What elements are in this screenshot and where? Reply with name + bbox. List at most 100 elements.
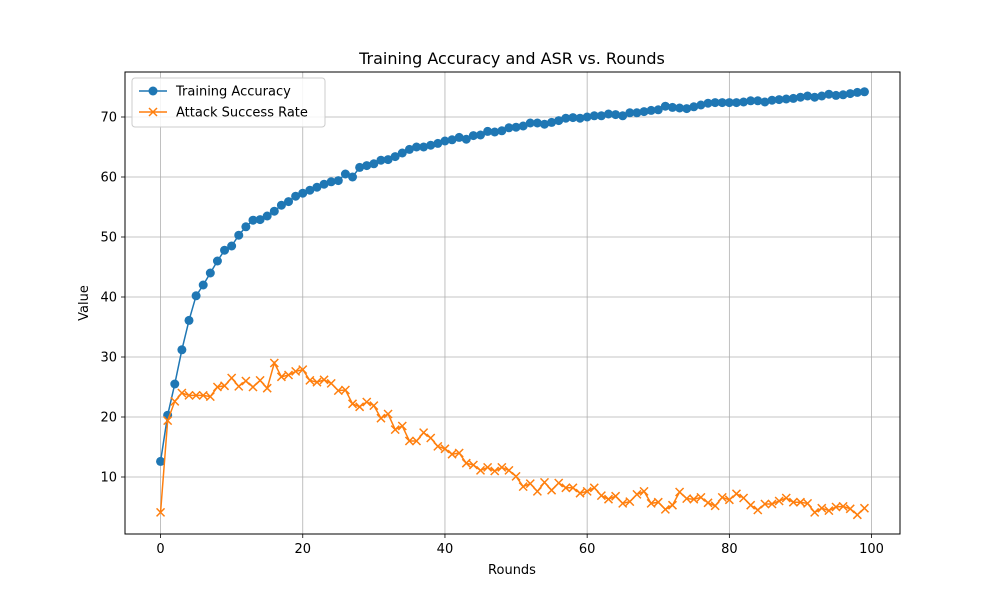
legend-label-asr: Attack Success Rate [176, 106, 308, 121]
data-point [490, 466, 500, 476]
data-point [291, 366, 301, 376]
data-point [198, 390, 208, 400]
data-point [696, 492, 706, 502]
data-point [803, 91, 813, 101]
data-point [845, 89, 855, 99]
data-point [340, 385, 350, 395]
data-point [689, 494, 699, 504]
data-point [262, 383, 272, 393]
data-point [682, 104, 692, 114]
chart-title: Training Accuracy and ASR vs. Rounds [358, 49, 665, 68]
data-point [817, 503, 827, 513]
data-point [717, 98, 727, 108]
data-point [532, 118, 542, 128]
data-point [746, 500, 756, 510]
data-point [824, 89, 834, 99]
data-point [767, 499, 777, 509]
data-point [198, 280, 208, 290]
data-point [575, 488, 585, 498]
data-point [561, 113, 571, 123]
data-point [212, 382, 222, 392]
data-point [525, 118, 535, 128]
x-tick-label: 60 [579, 542, 596, 557]
data-point [675, 487, 685, 497]
data-point [319, 375, 329, 385]
y-tick-label: 40 [100, 291, 117, 306]
data-point [284, 370, 294, 380]
data-point [220, 245, 230, 255]
y-tick-label: 20 [100, 411, 117, 426]
data-point [525, 479, 535, 489]
data-point [255, 375, 265, 385]
data-point [838, 90, 848, 100]
data-point [774, 496, 784, 506]
data-point [518, 482, 528, 492]
data-point [248, 215, 258, 225]
data-point [589, 483, 599, 493]
data-point [170, 379, 180, 389]
data-point [483, 126, 493, 136]
data-point [639, 486, 649, 496]
data-point [554, 116, 564, 126]
data-point [177, 345, 187, 355]
data-point [269, 358, 279, 368]
data-point [340, 169, 350, 179]
data-point [468, 460, 478, 470]
data-point [724, 98, 734, 108]
data-point [753, 505, 763, 515]
data-point [454, 448, 464, 458]
data-point [241, 376, 251, 386]
data-point [596, 491, 606, 501]
data-point [227, 241, 237, 251]
data-point [682, 494, 692, 504]
data-point [433, 441, 443, 451]
data-point [312, 182, 322, 192]
series-training-accuracy [156, 87, 869, 466]
x-tick-label: 40 [437, 542, 454, 557]
data-point [234, 381, 244, 391]
data-point [212, 256, 222, 266]
data-point [852, 87, 862, 97]
data-point [156, 456, 166, 466]
data-point [803, 498, 813, 508]
data-point [547, 485, 557, 495]
data-point [447, 135, 457, 145]
data-point [703, 98, 713, 108]
data-point [838, 501, 848, 511]
data-point [511, 122, 521, 132]
x-tick-label: 0 [156, 542, 164, 557]
data-point [476, 130, 486, 140]
legend-marker-asr [148, 107, 158, 117]
data-point [156, 507, 166, 517]
data-point [369, 401, 379, 411]
data-point [426, 140, 436, 150]
data-point [667, 102, 677, 112]
data-point [817, 91, 827, 101]
data-point [404, 144, 414, 154]
data-point [411, 436, 422, 446]
series-line [159, 360, 865, 516]
data-point [333, 176, 343, 186]
data-point [483, 462, 493, 472]
data-point [390, 425, 400, 435]
data-point [369, 159, 379, 169]
data-point [547, 117, 557, 127]
data-point [440, 444, 450, 454]
data-point [447, 449, 457, 459]
data-point [795, 497, 805, 507]
data-point [312, 377, 322, 387]
data-point [383, 155, 393, 165]
data-point [625, 108, 635, 118]
data-point [859, 87, 869, 97]
data-point [426, 433, 436, 443]
data-point [582, 112, 592, 122]
data-point [739, 97, 749, 107]
data-point [611, 491, 621, 501]
data-point [468, 131, 478, 141]
data-point [419, 428, 429, 438]
data-point [781, 493, 791, 503]
y-tick-label: 50 [100, 231, 117, 246]
data-point [845, 504, 855, 514]
data-point [561, 483, 571, 493]
